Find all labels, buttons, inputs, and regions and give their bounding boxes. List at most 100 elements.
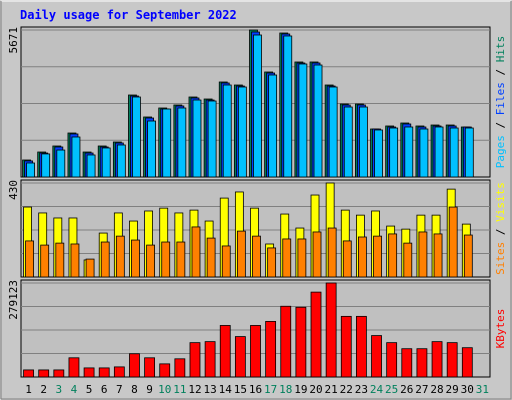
bar <box>297 238 307 278</box>
bar <box>176 241 186 278</box>
x-tick-label: 25 <box>385 383 398 396</box>
legend-entry: Visits <box>494 182 507 222</box>
bar <box>174 358 186 378</box>
bar <box>328 86 338 178</box>
x-tick-label: 21 <box>325 383 338 396</box>
x-tick-label: 12 <box>188 383 201 396</box>
legend: Pages / Files / Hits <box>494 36 507 169</box>
bar <box>356 315 367 378</box>
bar <box>236 230 246 278</box>
bar <box>41 153 51 178</box>
y-tick-label: 5671 <box>7 27 20 54</box>
x-tick-label: 1 <box>25 383 32 396</box>
x-tick-label: 19 <box>294 383 307 396</box>
bar <box>144 357 155 378</box>
bar <box>234 336 246 378</box>
y-tick-label: 279123 <box>7 280 20 320</box>
x-tick-label: 14 <box>219 383 233 396</box>
legend: Sites / Visits <box>494 182 507 275</box>
bar <box>280 305 292 378</box>
bar <box>374 129 383 178</box>
x-tick-label: 24 <box>370 383 384 396</box>
bar <box>461 347 473 378</box>
bar <box>159 363 171 378</box>
bar <box>219 325 231 378</box>
bar <box>404 126 414 178</box>
bar <box>162 108 172 178</box>
legend-entry: Hits <box>494 36 507 63</box>
bar <box>403 242 413 278</box>
x-tick-label: 10 <box>158 383 171 396</box>
bar <box>206 237 216 278</box>
bar <box>464 127 474 178</box>
bar <box>55 242 65 278</box>
x-tick-label: 13 <box>203 383 216 396</box>
x-tick-label: 23 <box>355 383 368 396</box>
bar <box>449 127 459 178</box>
x-tick-label: 30 <box>461 383 474 396</box>
legend-separator: / <box>494 62 507 82</box>
bar <box>146 244 155 278</box>
bar <box>312 231 322 278</box>
bar <box>129 353 140 378</box>
bar <box>56 149 66 178</box>
x-tick-label: 2 <box>40 383 47 396</box>
x-tick-label: 3 <box>56 383 63 396</box>
bar <box>100 241 110 278</box>
bar <box>431 341 443 378</box>
bar <box>222 84 232 178</box>
bar <box>388 233 398 278</box>
bar <box>192 99 202 178</box>
legend-separator: / <box>494 222 507 242</box>
bar <box>310 291 322 378</box>
x-tick-label: 7 <box>116 383 123 396</box>
x-tick-label: 11 <box>173 383 186 396</box>
bar <box>373 235 382 278</box>
bar <box>401 348 413 378</box>
bar <box>433 233 443 278</box>
bar <box>207 100 217 178</box>
bar <box>132 96 141 178</box>
bar <box>204 341 216 378</box>
x-tick-label: 17 <box>264 383 277 396</box>
bar <box>418 231 428 278</box>
bar <box>86 154 96 178</box>
bar <box>131 239 140 278</box>
bar <box>85 258 95 278</box>
bar <box>177 107 187 178</box>
bar <box>343 106 353 178</box>
bar <box>147 120 156 178</box>
bar <box>358 236 367 278</box>
legend-entry: Pages <box>494 135 507 168</box>
bar <box>371 335 382 378</box>
bar <box>68 357 80 378</box>
x-tick-label: 31 <box>476 383 489 396</box>
bar <box>416 348 428 378</box>
bar <box>448 206 458 278</box>
x-tick-label: 6 <box>101 383 108 396</box>
bar <box>237 86 247 178</box>
legend-entry: KBytes <box>494 309 507 349</box>
chart-title: Daily usage for September 2022 <box>20 8 237 22</box>
bar <box>98 367 110 378</box>
bar <box>161 241 171 278</box>
bar <box>325 282 337 378</box>
bar <box>342 240 352 278</box>
legend: KBytes <box>494 309 507 349</box>
bar <box>221 245 231 278</box>
x-tick-label: 16 <box>249 383 262 396</box>
bar <box>340 315 352 378</box>
bar <box>295 306 307 378</box>
bar <box>419 128 429 178</box>
bar <box>83 367 95 378</box>
bar <box>359 106 368 178</box>
x-tick-label: 29 <box>446 383 459 396</box>
bar <box>101 147 111 178</box>
bar <box>327 227 337 278</box>
bar <box>446 342 458 378</box>
bar <box>268 74 278 178</box>
x-tick-label: 26 <box>400 383 413 396</box>
x-tick-label: 5 <box>86 383 93 396</box>
bar <box>267 247 277 278</box>
